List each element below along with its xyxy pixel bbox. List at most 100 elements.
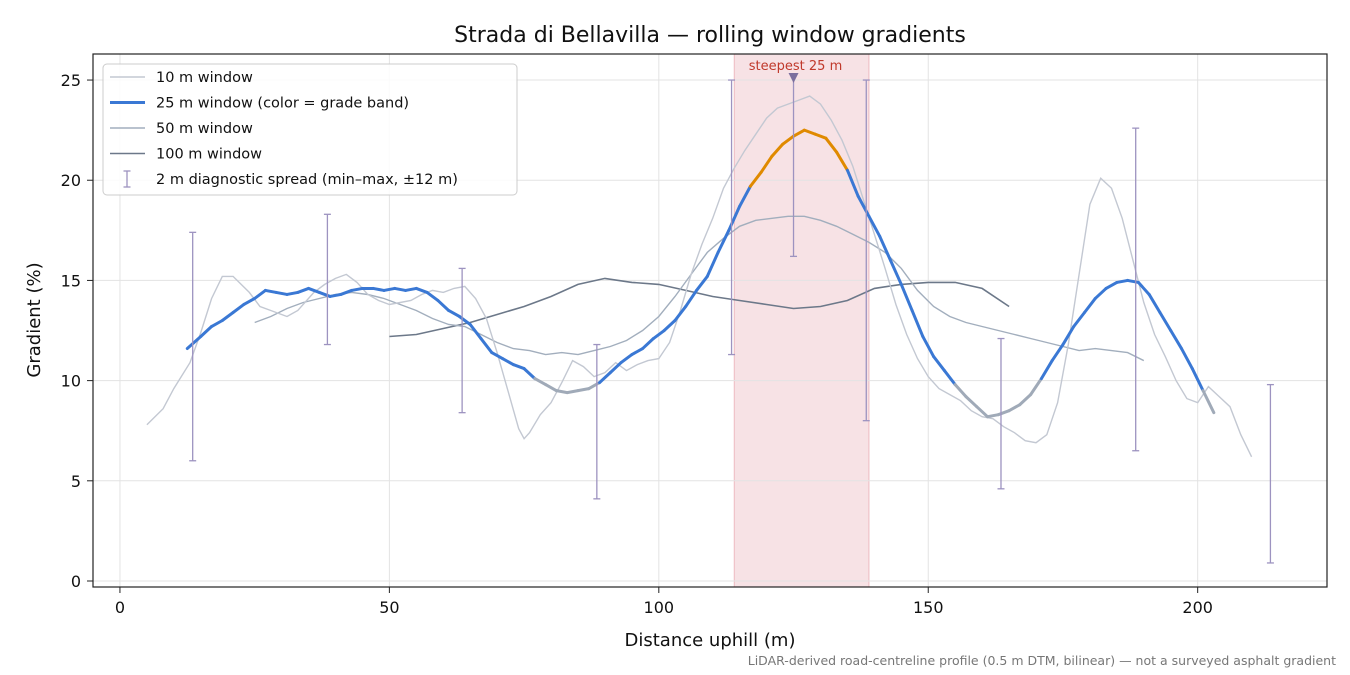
x-tick-label: 100 [644,598,675,617]
series-25m-segment [964,395,979,409]
series-25m-segment [479,337,494,355]
series-25m-segment [533,377,548,387]
x-tick-label: 200 [1182,598,1213,617]
series-25m-segment [1169,329,1184,351]
series-25m-segment [490,351,505,361]
legend-item-50m-label: 50 m window [156,121,253,137]
series-25m-segment [878,234,893,262]
series-25m-segment [1083,296,1097,314]
series-25m-segment [770,142,785,158]
series-25m-segment [436,298,451,312]
x-tick-label: 50 [379,598,399,617]
y-tick-label: 0 [71,572,81,591]
series-25m-segment [845,168,860,198]
series-25m-segment [404,286,418,292]
series-25m-segment [932,355,946,373]
series-25m-segment [285,290,300,296]
series-25m-segment [835,150,849,172]
series-25m-segment [1072,310,1087,329]
series-25m-segment [511,363,526,371]
x-tick-label: 150 [913,598,944,617]
series-25m-segment [371,286,386,292]
series-25m-segment [705,250,720,278]
legend: 10 m window 25 m window (color = grade ba… [102,63,518,196]
series-25m-segment [942,369,957,387]
series-25m-segment [641,337,655,351]
footnote: LiDAR-derived road-centreline profile (0… [748,653,1336,668]
series-25m-segment [576,387,591,393]
series-25m-segment [447,308,461,318]
x-axis-label: Distance uphill (m) [625,630,796,651]
series-25m-segment [587,381,602,391]
series-25m-segment [1201,389,1216,415]
legend-item-100m-label: 100 m window [156,147,262,163]
series-25m-segment [1061,325,1076,347]
legend-item-errorbar-label: 2 m diagnostic spread (min–max, ±12 m) [156,172,458,188]
series-25m-segment [554,389,569,395]
series-25m-segment [630,347,645,357]
plot-frame [92,53,1328,588]
series-25m-segment [986,413,1000,419]
series-25m-segment [1180,347,1194,371]
series-25m-segment [1136,280,1151,296]
series-25m-segment [457,314,472,327]
series-25m-segment [975,405,990,419]
series-25m-segment [1039,359,1054,381]
series-25m-segment [738,184,752,208]
x-tick-label: 0 [115,598,125,617]
series-25m-segment [425,290,440,302]
series-25m-segment [1018,393,1033,407]
series-25m-segment [716,228,731,254]
steepest-annotation: steepest 25 m [749,59,842,74]
series-25m-segment [889,258,903,286]
series-25m-segment [307,286,321,294]
series-25m-segment [748,170,763,188]
series-25m-segment [910,308,925,339]
series-25m-segment [619,353,634,365]
series-25m-segment [565,389,580,395]
series-25m-segment [813,132,828,140]
series-25m-segment [1115,278,1130,284]
y-tick-label: 15 [61,271,81,290]
y-tick-label: 5 [71,472,81,491]
series-25m-segment [296,286,311,294]
series-25m-segment [673,304,688,322]
series-25m-segment [522,367,537,381]
series-25m-segment [220,310,235,322]
legend-item-25m-label: 25 m window (color = grade band) [156,96,409,112]
series-25m-segment [867,214,882,238]
series-25m-segment [1029,377,1043,397]
series-25m-segment [1190,367,1205,393]
series-25m-segment [1126,278,1140,284]
series-25m-segment [608,361,623,375]
series-50m-line [254,215,1145,362]
series-25m-segment [759,154,774,174]
series-25m-segment [414,286,429,294]
series-25m-segment [393,286,408,292]
series-25m-segment [598,371,612,385]
y-axis-label: Gradient (%) [24,262,45,377]
series-25m-segment [231,302,246,314]
series-25m-segment [242,296,257,306]
series-25m-segment [199,325,214,339]
series-25m-segment [921,335,936,359]
series-25m-segment [792,128,806,138]
series-25m-segment [339,288,354,296]
series-25m-segment [328,292,343,298]
series-25m-segment [695,274,709,292]
series-25m-segment [1050,343,1065,363]
series-25m-segment [1007,403,1022,413]
series-25m-segment [856,194,871,218]
chart-title: Strada di Bellavilla — rolling window gr… [454,23,966,48]
series-25m-segment [1147,292,1162,314]
series-25m-segment [684,288,699,308]
series-25m-segment [781,134,796,146]
series-25m-segment [274,290,289,296]
series-25m-segment [501,357,515,367]
series-25m-segment [468,323,483,341]
series-25m-segment [1093,286,1108,300]
series-25m-segment [953,383,968,399]
series-25m-segment [544,383,558,393]
